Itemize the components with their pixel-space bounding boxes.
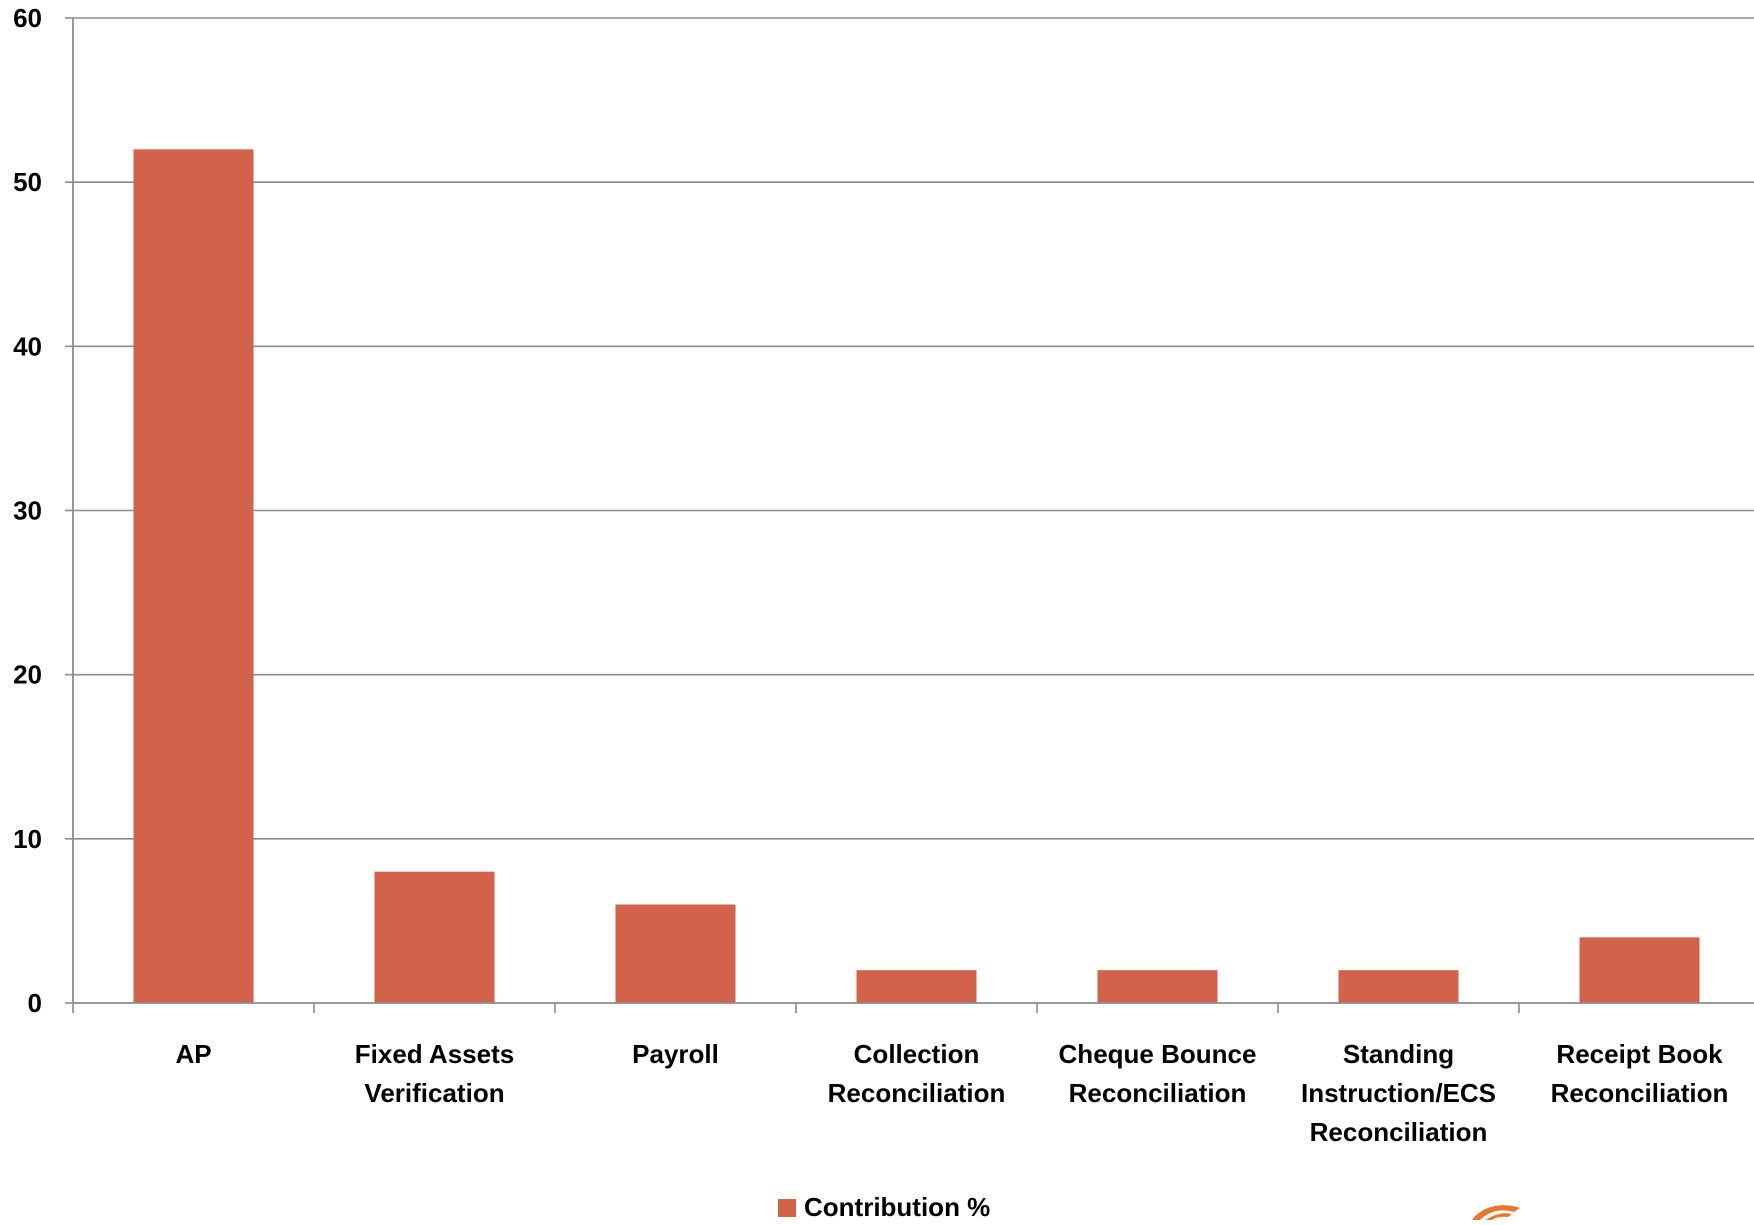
x-tick-label: Standing Instruction/ECS Reconciliation [1301,1039,1496,1147]
x-tick-label-line: Cheque Bounce [1059,1039,1257,1069]
y-tick-label: 40 [13,331,42,361]
x-tick-label-line: AP [175,1039,211,1069]
x-tick-label-line: Standing [1343,1039,1454,1069]
y-tick-label: 20 [13,660,42,690]
bar [856,970,977,1003]
x-tick-label-line: Fixed Assets [355,1039,514,1069]
y-tick-label: 10 [13,824,42,854]
x-tick-label: Fixed Assets Verification [355,1039,514,1108]
x-tick-label-line: Verification [364,1078,504,1108]
legend-label: Contribution % [804,1192,991,1222]
x-tick-labels: AP Fixed Assets Verification Payroll Collect… [175,1039,1728,1147]
x-tick-label-line: Receipt Book [1556,1039,1723,1069]
legend-swatch [778,1198,796,1217]
x-tick-label-line: Reconciliation [1310,1117,1488,1147]
y-tick-label: 50 [13,167,42,197]
logo-icon [1468,1200,1548,1220]
bar [615,904,736,1003]
bar [133,149,254,1004]
legend: Contribution % [778,1192,990,1223]
x-tick-label-line: Reconciliation [1069,1078,1247,1108]
x-tick-label: Collection Reconciliation [828,1039,1006,1108]
bar [1097,970,1218,1003]
x-tick-label: Payroll [632,1039,719,1069]
x-tick-label-line: Payroll [632,1039,719,1069]
y-tick-label: 30 [13,496,42,526]
logo-swoosh [1472,1205,1520,1220]
x-tick-label: Receipt Book Reconciliation [1551,1039,1729,1108]
y-tick-label: 0 [28,988,42,1018]
bar [1579,937,1700,1003]
x-tick-label-line: Instruction/ECS [1301,1078,1496,1108]
bar [1338,970,1459,1003]
bars [133,149,1700,1004]
axes [65,17,1754,1013]
y-tick-label: 60 [13,3,42,33]
bar [374,871,495,1003]
x-tick-label: Cheque Bounce Reconciliation [1059,1039,1257,1108]
x-tick-label-line: Reconciliation [1551,1078,1729,1108]
logo-swoosh-inner [1486,1213,1512,1220]
x-tick-label-line: Collection [854,1039,980,1069]
x-tick-label: AP [175,1039,211,1069]
y-tick-labels: 0 10 20 30 40 50 60 [13,3,42,1018]
x-tick-label-line: Reconciliation [828,1078,1006,1108]
gridlines [73,17,1754,840]
